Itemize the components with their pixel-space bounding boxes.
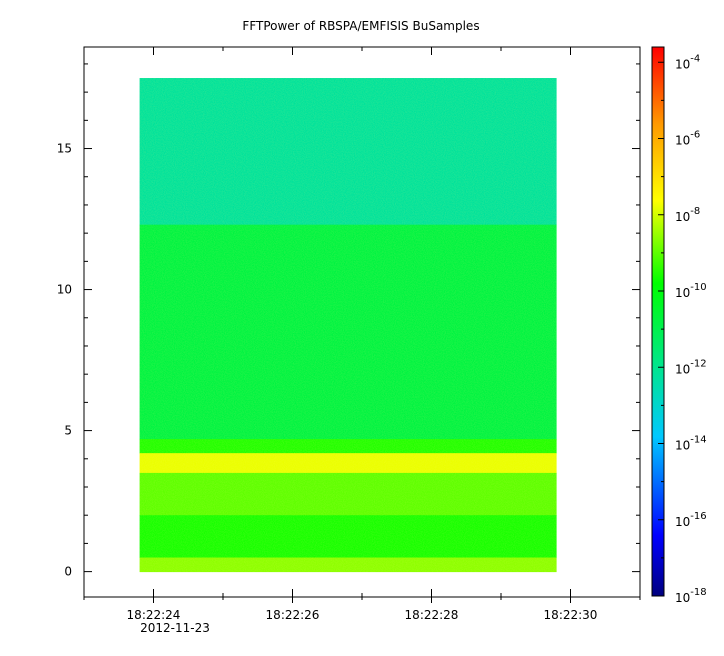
x-tick-label: 18:22:24 bbox=[127, 608, 181, 622]
y-tick-label: 15 bbox=[57, 142, 72, 156]
y-tick-label: 5 bbox=[64, 424, 72, 438]
x-date-label: 2012-11-23 bbox=[140, 621, 210, 635]
x-axis: 18:22:24 18:22:26 18:22:28 18:22:30 bbox=[83, 47, 641, 622]
colorbar-tick-label: 10-4 bbox=[675, 53, 700, 71]
colorbar-tick-label: 10-14 bbox=[675, 435, 707, 453]
colorbar-tick-label: 10-6 bbox=[675, 130, 700, 148]
colorbar-tick-label: 10-10 bbox=[675, 282, 707, 300]
x-tick-label: 18:22:28 bbox=[405, 608, 459, 622]
colorbar: 10-4 10-6 10-8 10-10 10-12 10-14 10-16 10-18 bbox=[651, 46, 707, 605]
y-tick-label: 0 bbox=[64, 565, 72, 579]
y-axis: 0 5 10 15 bbox=[57, 63, 640, 579]
colorbar-tick-label: 10-18 bbox=[675, 587, 707, 605]
x-tick-label: 18:22:30 bbox=[544, 608, 598, 622]
colorbar-tick-label: 10-12 bbox=[675, 358, 707, 376]
x-tick-label: 18:22:26 bbox=[266, 608, 320, 622]
y-tick-label: 10 bbox=[57, 283, 72, 297]
heatmap-texture bbox=[139, 78, 557, 572]
colorbar-tick-label: 10-16 bbox=[675, 511, 707, 529]
chart-title: FFTPower of RBSPA/EMFISIS BuSamples bbox=[242, 19, 479, 33]
colorbar-bar bbox=[651, 46, 665, 597]
colorbar-tick-label: 10-8 bbox=[675, 206, 700, 224]
